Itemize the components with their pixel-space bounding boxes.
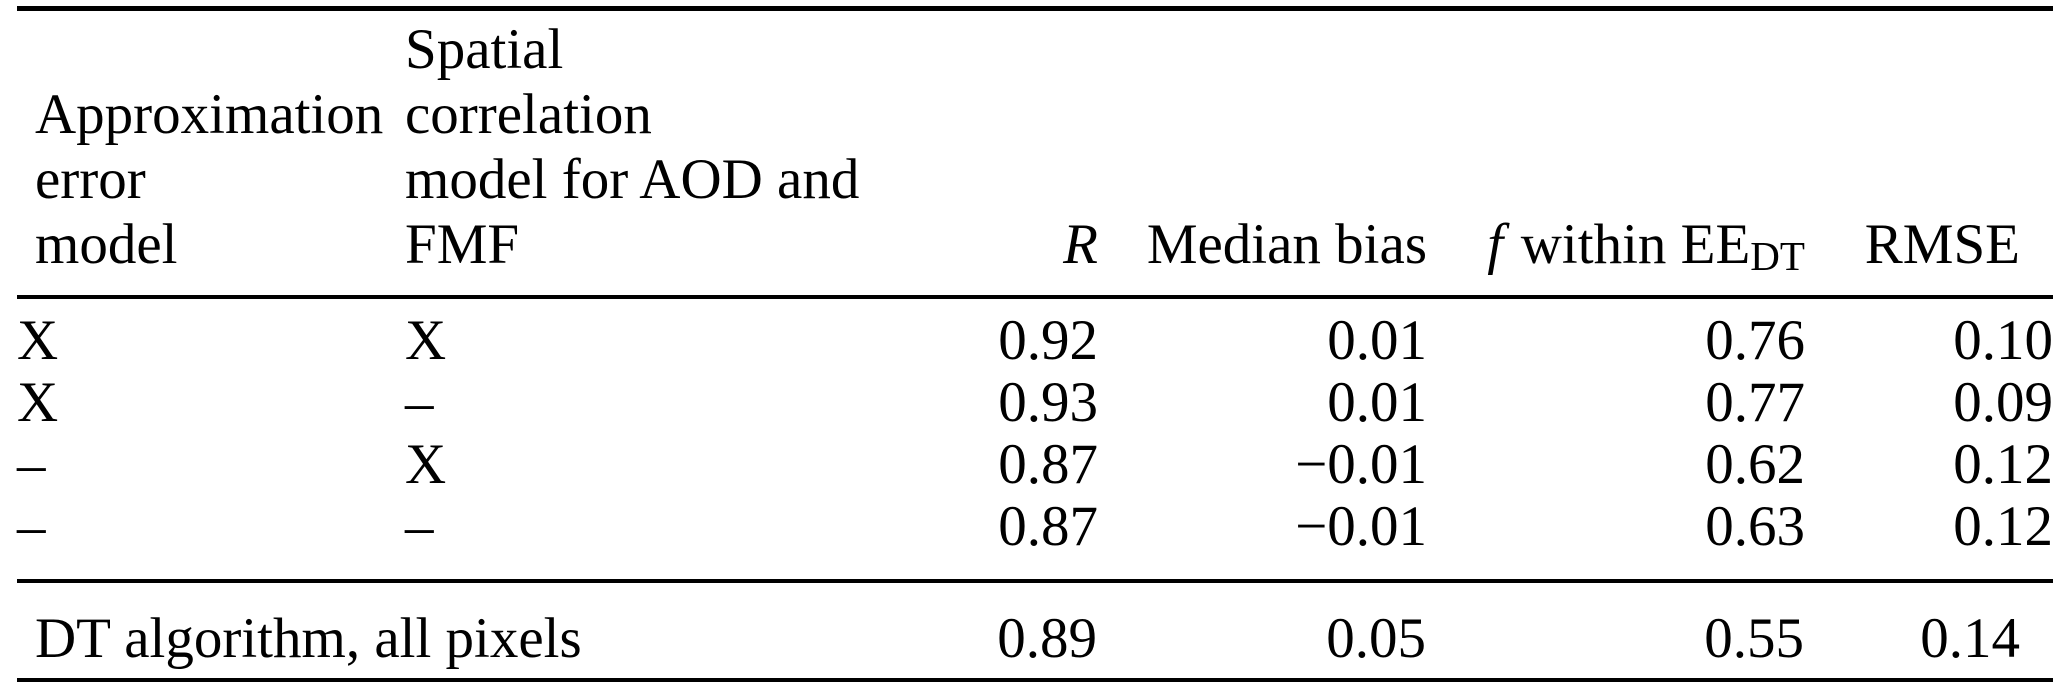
header-line: Spatial — [405, 18, 564, 81]
cell-r: 0.89 — [997, 607, 1097, 670]
cell-spatial-corr: – — [405, 495, 434, 558]
cell-rmse: 0.12 — [1953, 433, 2053, 496]
header-line: Approximation — [35, 83, 384, 146]
table-row: X – 0.93 0.01 0.77 0.09 — [17, 372, 2053, 434]
cell-median-bias: 0.01 — [1327, 371, 1427, 434]
header-r: R — [885, 9, 1098, 298]
header-rmse: RMSE — [1864, 213, 2020, 276]
table-row: – – 0.87 −0.01 0.63 0.12 — [17, 496, 2053, 581]
footer-row: DT algorithm, all pixels 0.89 0.05 0.55 … — [17, 581, 2053, 680]
cell-f-within-ee: 0.62 — [1705, 433, 1805, 496]
cell-median-bias: 0.01 — [1327, 309, 1427, 372]
header-approximation-error-model: Approximation error model — [17, 9, 405, 298]
cell-f-within-ee: 0.63 — [1705, 495, 1805, 558]
header-line: correlation — [405, 83, 652, 146]
cell-median-bias: −0.01 — [1295, 433, 1427, 496]
header-f-within-ee: f within EEDT — [1427, 9, 1805, 298]
cell-spatial-corr: – — [405, 371, 434, 434]
cell-spatial-corr: X — [405, 309, 447, 372]
header-row: Approximation error model Spatial correl… — [17, 9, 2053, 298]
cell-approx-error: – — [17, 495, 46, 558]
header-line: model — [35, 213, 178, 276]
cell-approx-error: X — [17, 371, 59, 434]
table-row: – X 0.87 −0.01 0.62 0.12 — [17, 434, 2053, 496]
cell-rmse: 0.14 — [1920, 607, 2020, 670]
header-line: error — [35, 148, 146, 211]
results-table: Approximation error model Spatial correl… — [17, 6, 2053, 682]
cell-rmse: 0.12 — [1953, 495, 2053, 558]
cell-f-within-ee: 0.76 — [1705, 309, 1805, 372]
table-row: X X 0.92 0.01 0.76 0.10 — [17, 297, 2053, 372]
cell-rmse: 0.09 — [1953, 371, 2053, 434]
cell-r: 0.92 — [998, 309, 1098, 372]
ee-dt-subscript: DT — [1750, 233, 1805, 280]
cell-r: 0.87 — [998, 433, 1098, 496]
results-table-container: Approximation error model Spatial correl… — [17, 6, 2053, 682]
cell-approx-error: X — [17, 309, 59, 372]
cell-approx-error: – — [17, 433, 46, 496]
within-ee-text: within EE — [1506, 213, 1751, 276]
cell-spatial-corr: X — [405, 433, 447, 496]
cell-median-bias: 0.05 — [1326, 607, 1426, 670]
header-line: model for AOD and FMF — [405, 148, 860, 276]
header-spatial-correlation-model: Spatial correlation model for AOD and FM… — [405, 9, 885, 298]
r-symbol: R — [1063, 213, 1098, 276]
cell-r: 0.87 — [998, 495, 1098, 558]
cell-f-within-ee: 0.77 — [1705, 371, 1805, 434]
cell-rmse: 0.10 — [1953, 309, 2053, 372]
cell-median-bias: −0.01 — [1295, 495, 1427, 558]
cell-dt-algorithm-label: DT algorithm, all pixels — [35, 607, 582, 670]
header-median-bias: Median bias — [1146, 213, 1427, 276]
cell-f-within-ee: 0.55 — [1704, 607, 1804, 670]
cell-r: 0.93 — [998, 371, 1098, 434]
f-symbol: f — [1487, 213, 1504, 276]
